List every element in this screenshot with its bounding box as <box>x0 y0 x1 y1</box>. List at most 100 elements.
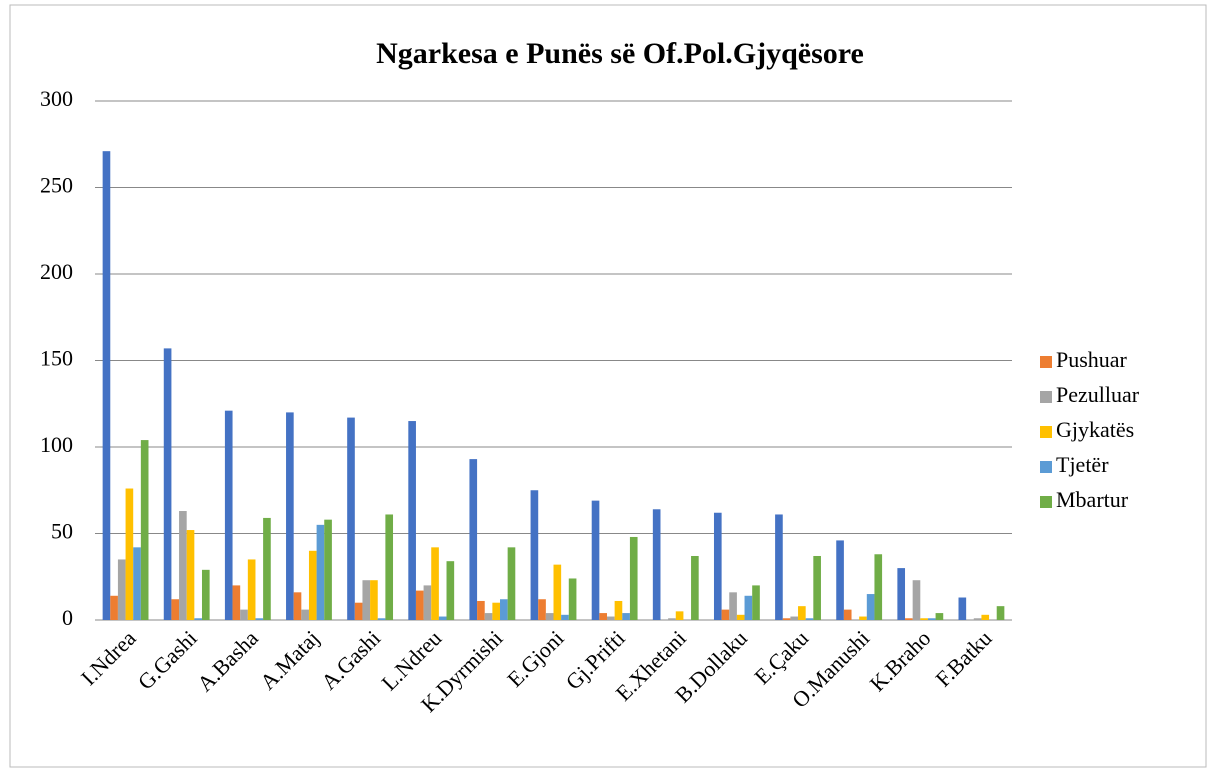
bar <box>691 555 699 620</box>
bar <box>415 590 424 620</box>
bar <box>996 606 1005 620</box>
bar <box>286 412 294 620</box>
bar <box>446 561 455 620</box>
bar <box>652 509 661 620</box>
bar <box>370 580 378 620</box>
bar <box>316 524 325 620</box>
chart-title: Ngarkesa e Punës së Of.Pol.Gjyqësore <box>376 37 864 70</box>
bar <box>813 555 821 620</box>
bar <box>133 547 141 620</box>
bar <box>477 600 485 620</box>
bar <box>836 540 844 620</box>
bar <box>614 600 623 620</box>
bar <box>897 568 906 620</box>
bar <box>240 609 248 620</box>
bar <box>629 536 638 620</box>
bar <box>293 592 302 620</box>
x-tick-label: A.Mataj <box>255 625 324 694</box>
bar <box>775 514 783 620</box>
bar <box>736 614 745 620</box>
bar <box>232 585 241 620</box>
bar <box>500 599 508 620</box>
bar <box>744 595 753 620</box>
bar <box>117 559 126 620</box>
bar <box>729 592 737 620</box>
bar <box>561 614 569 620</box>
x-tick-label: A.Basha <box>192 625 263 696</box>
bar <box>935 613 944 620</box>
bar <box>805 618 814 620</box>
bar <box>385 514 394 620</box>
bar <box>110 595 118 620</box>
bar <box>958 597 967 620</box>
bar <box>790 616 799 620</box>
bar <box>255 618 264 620</box>
bar <box>713 512 722 620</box>
bar <box>721 609 730 620</box>
bar <box>362 580 371 620</box>
bar <box>675 611 684 620</box>
bar <box>347 417 355 620</box>
x-tick-label: I.Ndrea <box>76 625 141 690</box>
legend-swatch <box>1040 391 1052 403</box>
legend-label: Tjetër <box>1056 452 1109 477</box>
bar <box>591 500 600 620</box>
bar <box>874 554 883 620</box>
bar <box>408 421 416 620</box>
bar <box>423 585 432 620</box>
bar <box>606 616 615 620</box>
x-tick-label: F.Batku <box>930 625 996 691</box>
x-tick-label: A.Gashi <box>316 625 385 694</box>
legend-swatch <box>1040 461 1052 473</box>
x-tick-label: G.Gashi <box>133 625 202 694</box>
y-tick-label: 150 <box>40 346 73 371</box>
bar <box>866 594 875 620</box>
bar <box>431 547 439 620</box>
legend-swatch <box>1040 426 1052 438</box>
bar <box>568 578 577 620</box>
y-tick-label: 50 <box>51 519 73 544</box>
chart-border <box>9 4 1207 768</box>
bar <box>354 602 363 620</box>
bar <box>545 613 554 620</box>
y-tick-label: 100 <box>40 432 73 457</box>
bar <box>102 151 111 621</box>
bar <box>843 609 852 620</box>
bar <box>438 616 447 620</box>
bar <box>194 618 202 620</box>
bar <box>599 613 607 620</box>
bar <box>469 459 478 620</box>
bar <box>859 616 867 620</box>
legend-label: Gjykatës <box>1056 417 1134 442</box>
bar <box>912 580 921 620</box>
bar <box>484 613 493 620</box>
legend-label: Pezulluar <box>1056 382 1140 407</box>
bar <box>324 519 332 620</box>
y-tick-label: 300 <box>40 86 73 111</box>
bar <box>927 618 936 620</box>
legend-label: Pushuar <box>1056 347 1128 372</box>
x-tick-label: E.Gjoni <box>502 625 569 692</box>
x-tick-label: K.Braho <box>865 625 936 696</box>
bar <box>247 559 256 620</box>
bar <box>553 564 562 620</box>
bar <box>905 618 913 620</box>
bar <box>308 550 317 620</box>
bar <box>201 569 210 620</box>
bar <box>224 410 233 620</box>
bar <box>507 547 516 620</box>
bar <box>263 517 271 620</box>
bar <box>752 585 760 620</box>
bar <box>782 618 791 620</box>
bar <box>622 613 630 620</box>
bar <box>163 348 172 620</box>
legend-label: Mbartur <box>1056 487 1129 512</box>
bar <box>973 618 982 620</box>
y-tick-label: 200 <box>40 259 73 284</box>
bar <box>125 488 134 620</box>
bar <box>981 614 990 620</box>
bar <box>798 606 806 620</box>
bar <box>179 511 187 620</box>
bar <box>530 490 539 620</box>
